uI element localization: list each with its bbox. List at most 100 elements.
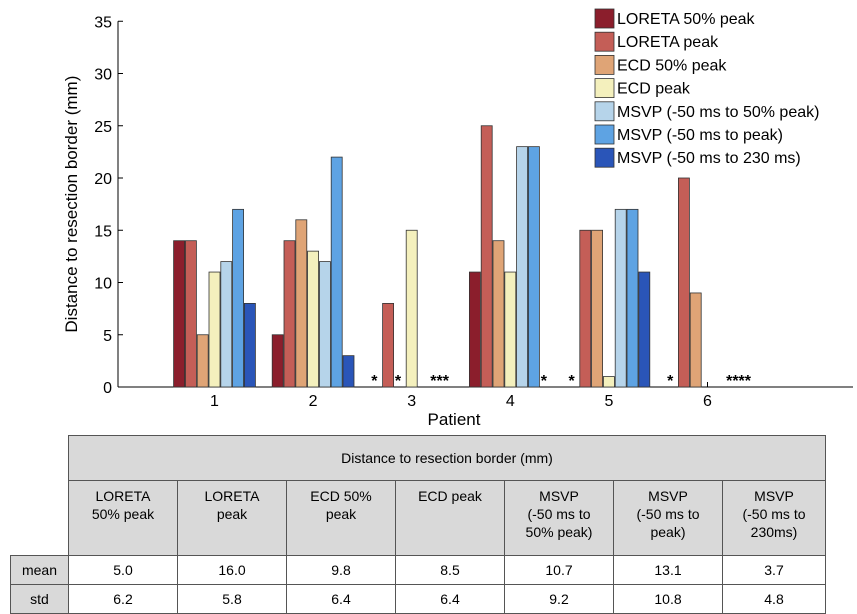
column-header-line: MSVP: [648, 488, 688, 504]
legend-swatch: [594, 124, 615, 145]
legend-label: ECD peak: [617, 81, 691, 98]
table-cell: 6.4: [395, 584, 505, 614]
x-tick-label: 2: [309, 393, 318, 410]
missing-marker: *: [667, 373, 674, 390]
table-cell: 3.7: [722, 555, 826, 585]
bar: [295, 219, 308, 388]
table-corner-2: [10, 480, 69, 556]
bar: [405, 229, 418, 388]
bar: [614, 208, 627, 388]
column-header-line: LORETA: [95, 488, 151, 504]
table-cell: 13.1: [613, 555, 723, 585]
x-tick-label: 3: [407, 393, 416, 410]
bar: [480, 125, 493, 388]
legend-swatch: [594, 101, 615, 122]
missing-marker: ***: [430, 373, 449, 390]
bar: [516, 146, 528, 388]
bar: [318, 261, 331, 388]
y-tick-label: 20: [94, 171, 112, 188]
column-header-line: peak): [650, 524, 686, 540]
legend-label: MSVP (-50 ms to 230 ms): [617, 150, 801, 167]
bar: [528, 146, 540, 388]
y-tick-label: 10: [94, 276, 112, 293]
bar: [271, 334, 284, 388]
missing-marker: *: [569, 373, 576, 390]
legend-label: LORETA peak: [617, 34, 719, 51]
bar: [307, 250, 320, 388]
column-header-line: MSVP: [539, 488, 579, 504]
table-column-header: MSVP (-50 ms to 50% peak): [504, 480, 614, 556]
table-cell: 4.8: [722, 584, 826, 614]
column-header-line: (-50 ms to: [527, 506, 591, 522]
bar: [208, 271, 221, 388]
table-cell: 5.8: [177, 584, 287, 614]
x-tick-label: 6: [703, 393, 712, 410]
table-column-header: LORETA 50% peak: [68, 480, 178, 556]
table-column-header: ECD peak: [395, 480, 505, 556]
bar: [689, 292, 702, 388]
row-label: mean: [10, 555, 69, 585]
legend-swatch: [594, 55, 615, 75]
bar: [591, 229, 603, 388]
table-cell: 9.8: [286, 555, 396, 585]
legend-label: MSVP (-50 ms to peak): [617, 127, 783, 144]
y-tick-label: 0: [103, 380, 112, 397]
legend-label: LORETA 50% peak: [617, 11, 756, 28]
column-header-line: LORETA: [204, 488, 260, 504]
y-tick-label: 15: [94, 223, 112, 240]
column-header-line: 230ms): [750, 524, 798, 540]
table-column-header: LORETA peak: [177, 480, 287, 556]
table-cell: 6.2: [68, 584, 178, 614]
bar: [330, 156, 343, 388]
legend-label: MSVP (-50 ms to 50% peak): [617, 104, 819, 121]
column-header-line: (-50 ms to: [636, 506, 700, 522]
column-header-line: (-50 ms to: [742, 506, 806, 522]
bar: [173, 240, 186, 388]
missing-marker: *: [371, 373, 378, 390]
y-tick-label: 5: [103, 328, 112, 345]
bar: [342, 355, 355, 388]
bar: [184, 240, 197, 388]
missing-marker: *: [541, 373, 548, 390]
x-tick-label: 5: [604, 393, 613, 410]
bar: [468, 271, 481, 388]
y-tick-label: 25: [94, 119, 112, 136]
column-header-line: ECD 50%: [310, 488, 372, 504]
column-header-line: peak: [325, 506, 357, 522]
legend-swatch: [594, 147, 615, 168]
table-cell: 8.5: [395, 555, 505, 585]
table-cell: 10.8: [613, 584, 723, 614]
missing-marker: *: [395, 373, 402, 390]
column-header-line: 50% peak): [525, 524, 593, 540]
table-column-header-row: LORETA 50% peak LORETA peak ECD 50% peak ECD p…: [10, 480, 826, 556]
bar: [579, 229, 592, 388]
bar: [504, 271, 517, 388]
table-column-header: MSVP (-50 ms to 230ms): [722, 480, 826, 556]
missing-marker: ****: [726, 373, 752, 390]
bar: [626, 208, 639, 388]
table-column-header: MSVP (-50 ms to peak): [613, 480, 723, 556]
x-tick-label: 4: [506, 393, 515, 410]
bar: [220, 261, 233, 388]
bar: [232, 208, 245, 388]
summary-table: Distance to resection border (mm) LORETA…: [10, 435, 826, 614]
column-header-line: peak: [216, 506, 248, 522]
bar: [196, 334, 209, 388]
table-column-header: ECD 50% peak: [286, 480, 396, 556]
row-label: std: [10, 584, 69, 614]
column-header-line: MSVP: [754, 488, 794, 504]
x-tick-label: 1: [210, 393, 219, 410]
x-axis-title: Patient: [428, 410, 481, 429]
bar: [492, 240, 505, 388]
legend-swatch: [594, 78, 615, 98]
legend-label: ECD 50% peak: [617, 57, 727, 74]
table-row: std 6.2 5.8 6.4 6.4 9.2 10.8 4.8: [10, 584, 826, 614]
bar: [283, 240, 296, 388]
bar: [243, 302, 256, 388]
y-tick-label: 30: [94, 67, 112, 84]
legend-swatch: [594, 8, 615, 29]
y-tick-label: 35: [94, 14, 112, 31]
table-cell: 5.0: [68, 555, 178, 585]
table-cell: 16.0: [177, 555, 287, 585]
